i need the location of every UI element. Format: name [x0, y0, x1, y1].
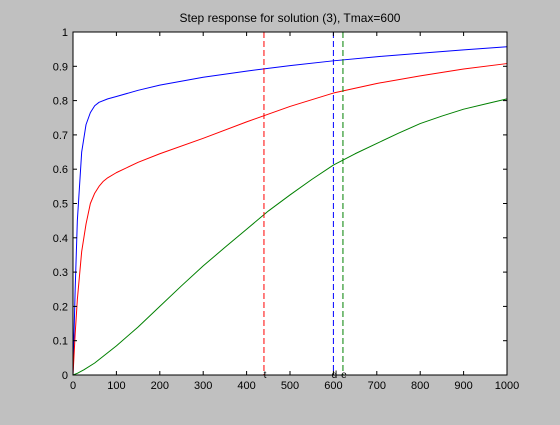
y-tick-label: 0.7 [53, 130, 68, 142]
x-tick-label: 100 [107, 380, 125, 392]
x-axis: 0 100 200 300 400 500 600 700 800 900 1000 [70, 32, 519, 392]
x-tick-label: 800 [411, 380, 429, 392]
x-tick-label: 0 [70, 380, 76, 392]
x-tick-label: 300 [194, 380, 212, 392]
plot-area [73, 32, 507, 375]
y-tick-label: 0.2 [53, 301, 68, 313]
y-tick-label: 0.1 [53, 336, 68, 348]
y-tick-label: 0 [62, 370, 68, 382]
x-tick-label: 900 [454, 380, 472, 392]
series-line-2 [72, 63, 508, 376]
y-tick-label: 0.3 [53, 267, 68, 279]
y-tick-label: 0.6 [53, 164, 68, 176]
y-tick-label: 0.5 [53, 199, 68, 211]
chart-title: Step response for solution (3), Tmax=600 [180, 11, 401, 25]
x-tick-label: 200 [151, 380, 169, 392]
x-tick-label: 500 [281, 380, 299, 392]
y-tick-label: 0.8 [53, 96, 68, 108]
y-tick-label: 1 [62, 27, 68, 39]
x-tick-label: 400 [237, 380, 255, 392]
series-line-1 [72, 46, 508, 376]
x-tick-label: 1000 [495, 380, 519, 392]
y-tick-label: 0.4 [53, 233, 68, 245]
x-tick-label: 700 [368, 380, 386, 392]
y-tick-label: 0.9 [53, 61, 68, 73]
y-axis: 0 0.1 0.2 0.3 0.4 0.5 0.6 0.7 0.8 0.9 1 [53, 27, 507, 382]
x-tick-label: 600 [324, 380, 342, 392]
series-line-3 [72, 98, 508, 376]
